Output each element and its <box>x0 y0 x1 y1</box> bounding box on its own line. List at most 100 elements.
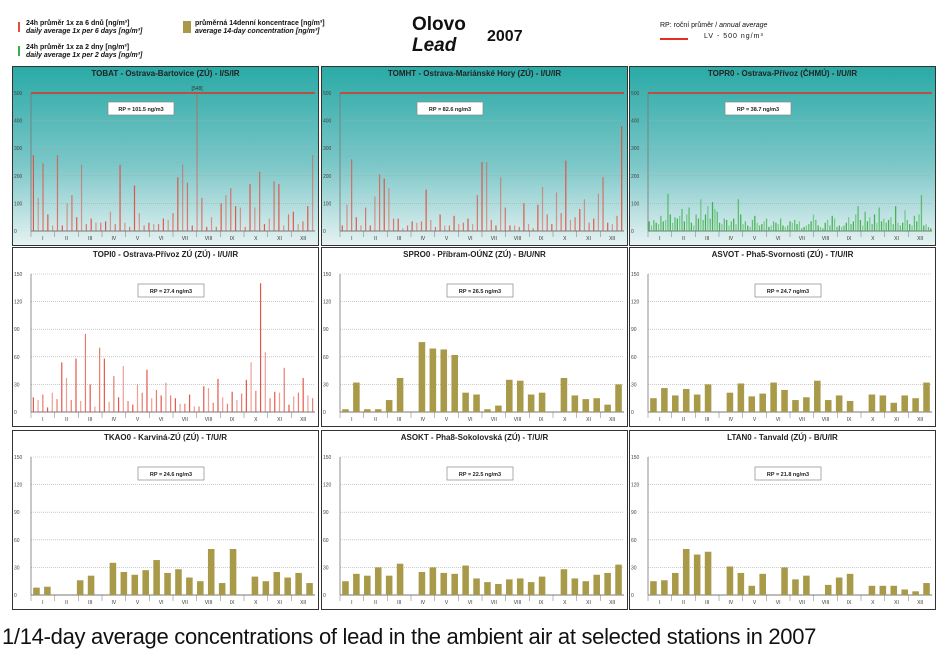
data-bar <box>822 228 824 231</box>
data-bar <box>444 225 446 231</box>
month-label: V <box>136 417 140 423</box>
rp-box <box>107 101 175 116</box>
data-bar <box>360 225 362 231</box>
data-bar <box>794 219 796 231</box>
data-bar <box>283 225 285 231</box>
month-label: V <box>753 236 757 242</box>
data-bar <box>120 572 128 595</box>
data-bar <box>429 348 437 412</box>
y-tick-label: 0 <box>631 229 634 235</box>
month-label: XII <box>917 417 923 423</box>
title-en: Lead <box>412 35 457 56</box>
data-bar <box>99 347 101 412</box>
month-label: IV <box>728 600 733 606</box>
month-label: I <box>659 600 660 606</box>
month-label: IV <box>111 236 116 242</box>
month-label: X <box>871 600 875 606</box>
data-bar <box>803 575 810 595</box>
data-bar <box>462 565 469 595</box>
data-bar <box>172 213 174 231</box>
data-bar <box>571 395 579 412</box>
month-label: VII <box>799 417 805 423</box>
data-bar <box>912 398 919 412</box>
y-tick-label: 150 <box>631 455 640 461</box>
data-bar <box>615 564 622 595</box>
data-bar <box>80 164 83 231</box>
data-bar <box>374 409 382 412</box>
month-label: III <box>88 600 92 606</box>
month-label: I <box>659 236 660 242</box>
month-label: IV <box>111 417 116 423</box>
data-bar <box>918 214 920 231</box>
month-label: XI <box>586 417 591 423</box>
data-bar <box>37 400 39 412</box>
data-bar <box>671 222 674 231</box>
data-bar <box>215 226 217 231</box>
y-tick-label: 90 <box>14 510 20 516</box>
y-tick-label: 150 <box>323 272 332 278</box>
data-bar <box>33 587 40 595</box>
y-tick-label: 90 <box>631 327 637 333</box>
data-bar <box>207 388 210 412</box>
data-bar <box>87 575 95 595</box>
data-bar <box>650 398 657 412</box>
data-bar <box>141 392 143 412</box>
chart-svg: ASVOT - Pha5-Svornosti (ZÚ) - T/U/IR 0 30 6… <box>631 250 932 423</box>
data-bar <box>721 224 723 231</box>
data-bar <box>777 224 779 231</box>
data-bar <box>133 185 136 231</box>
data-bar <box>210 217 213 231</box>
data-bar <box>538 392 546 412</box>
rp-box <box>137 466 205 481</box>
data-bar <box>76 217 78 231</box>
data-bar <box>883 218 885 231</box>
data-bar <box>725 219 728 231</box>
data-bar <box>369 225 371 231</box>
data-bar <box>473 394 480 412</box>
data-bar <box>182 164 184 231</box>
month-label: XI <box>277 417 282 423</box>
data-bar <box>341 225 343 231</box>
plot-background <box>322 67 627 245</box>
data-bar <box>388 188 390 231</box>
y-tick-label: 0 <box>323 410 326 416</box>
data-bar <box>657 224 660 231</box>
data-bar <box>925 224 927 231</box>
data-bar <box>901 589 908 595</box>
data-bar <box>500 177 502 231</box>
data-bar <box>604 404 611 412</box>
data-bar <box>346 204 348 231</box>
data-bar <box>244 226 246 231</box>
data-bar <box>923 382 930 412</box>
data-bar <box>718 222 721 231</box>
data-bar <box>274 391 276 412</box>
data-bar <box>307 206 309 231</box>
data-bar <box>273 572 281 595</box>
data-bar <box>868 394 876 412</box>
month-label: VI <box>468 417 473 423</box>
data-bar <box>472 224 474 231</box>
data-bar <box>402 228 404 231</box>
data-bar <box>819 226 822 231</box>
data-bar <box>429 567 437 595</box>
y-tick-label: 90 <box>323 510 329 516</box>
month-label: VIII <box>205 236 213 242</box>
month-label: II <box>65 417 68 423</box>
month-label: IV <box>111 600 116 606</box>
data-bar <box>890 217 892 231</box>
main-title: Olovo Lead <box>412 14 466 56</box>
month-label: VIII <box>822 236 830 242</box>
chart-svg: TOPR0 - Ostrava-Přívoz (ČHMÚ) - I/U/IR 0 1… <box>630 67 935 245</box>
y-tick-label: 400 <box>631 119 640 125</box>
data-bar <box>852 221 855 231</box>
data-bar <box>155 389 158 412</box>
data-bar <box>574 217 576 231</box>
data-bar <box>869 217 871 231</box>
data-bar <box>704 384 712 412</box>
data-bar <box>516 578 524 595</box>
data-bar <box>117 397 120 412</box>
data-bar <box>179 403 181 412</box>
plot-background <box>630 67 935 245</box>
data-bar <box>747 225 749 231</box>
data-bar <box>748 396 756 412</box>
